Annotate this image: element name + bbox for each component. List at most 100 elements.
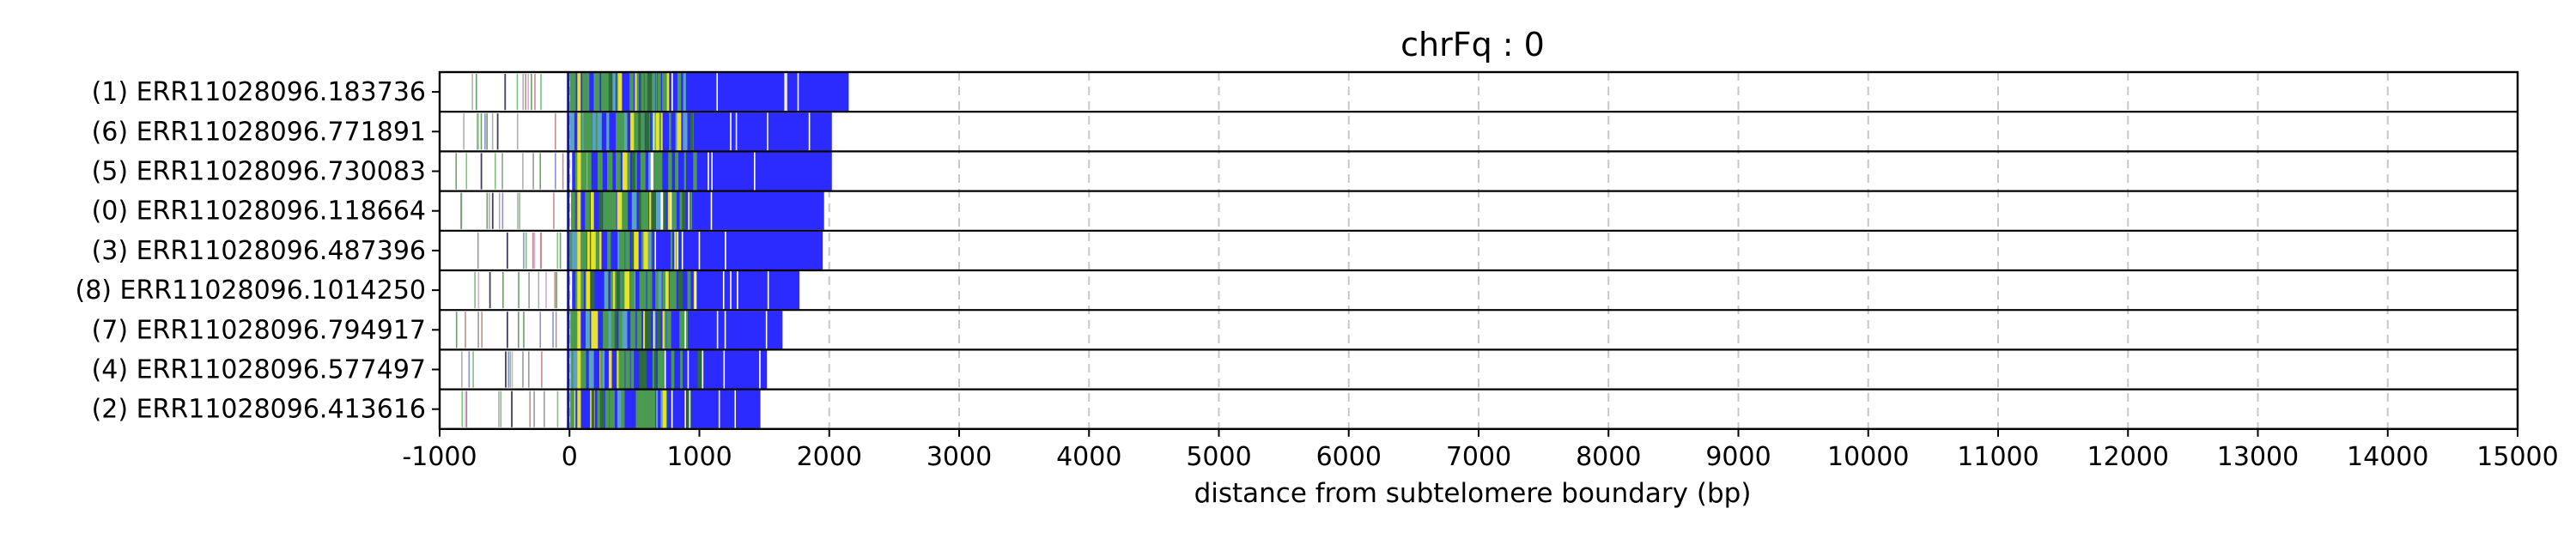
- read-gap-mark: [711, 152, 713, 191]
- read-transition-stripe: [639, 271, 645, 310]
- read-transition-stripe: [677, 271, 683, 310]
- read-transition-stripe: [580, 350, 584, 389]
- read-edge-mark: [567, 152, 570, 191]
- read-feature-mark: [525, 74, 526, 111]
- read-transition-stripe: [584, 271, 587, 310]
- read-transition-stripe: [580, 152, 585, 191]
- read-gap-mark: [677, 231, 678, 269]
- read-transition-stripe: [605, 390, 610, 428]
- read-feature-mark: [539, 312, 542, 348]
- read-feature-mark: [532, 232, 534, 269]
- read-transition-stripe: [670, 231, 673, 269]
- read-feature-mark: [541, 351, 543, 388]
- read-feature-mark: [522, 74, 525, 111]
- read-transition-stripe: [569, 73, 574, 112]
- read-transition-stripe: [642, 152, 645, 191]
- read-gap-mark: [661, 191, 664, 230]
- read-edge-mark: [577, 311, 581, 349]
- read-transition-stripe: [643, 231, 647, 269]
- read-label: (8) ERR11028096.1014250: [75, 276, 426, 306]
- read-transition-stripe: [570, 311, 575, 349]
- read-edge-mark: [577, 390, 581, 428]
- read-transition-stripe: [637, 390, 641, 428]
- read-transition-stripe: [636, 311, 641, 349]
- read-feature-mark: [528, 351, 530, 388]
- read-transition-stripe: [690, 191, 693, 230]
- read-transition-stripe: [622, 152, 628, 191]
- read-gap-mark: [767, 112, 769, 151]
- read-gap-mark: [653, 112, 655, 151]
- x-tick-label: 10000: [1827, 442, 1909, 472]
- read-transition-stripe: [651, 191, 656, 230]
- read-feature-mark: [523, 312, 525, 348]
- read-transition-stripe: [575, 191, 579, 230]
- read-transition-stripe: [628, 231, 630, 269]
- read-edge-mark: [567, 311, 570, 349]
- read-transition-stripe: [680, 350, 683, 389]
- read-gap-mark: [671, 73, 673, 112]
- read-transition-stripe: [679, 311, 683, 349]
- read-feature-mark: [552, 312, 554, 348]
- read-transition-stripe: [641, 112, 644, 151]
- read-gap-mark: [689, 390, 691, 428]
- read-feature-mark: [518, 272, 519, 309]
- read-gap-mark: [735, 112, 738, 151]
- read-transition-stripe: [690, 112, 693, 151]
- read-transition-stripe: [621, 390, 625, 428]
- read-transition-stripe: [607, 73, 612, 112]
- read-transition-stripe: [671, 350, 675, 389]
- read-transition-stripe: [579, 271, 584, 310]
- read-repeat-block: [572, 152, 832, 191]
- read-transition-stripe: [591, 231, 596, 269]
- read-transition-stripe: [655, 73, 658, 112]
- read-transition-stripe: [662, 73, 666, 112]
- read-feature-mark: [534, 74, 536, 111]
- read-feature-mark: [539, 153, 542, 190]
- read-feature-mark: [460, 192, 463, 229]
- read-transition-stripe: [655, 191, 661, 230]
- read-edge-mark: [577, 350, 581, 389]
- read-transition-stripe: [653, 152, 659, 191]
- read-feature-mark: [504, 74, 507, 111]
- read-feature-mark: [562, 153, 564, 190]
- read-transition-stripe: [569, 112, 574, 151]
- bars-layer: [455, 73, 849, 428]
- read-transition-stripe: [623, 350, 625, 389]
- read-gap-mark: [718, 390, 720, 428]
- read-transition-stripe: [619, 231, 623, 269]
- read-transition-stripe: [618, 112, 624, 151]
- read-transition-stripe: [596, 73, 600, 112]
- read-edge-mark: [577, 73, 581, 112]
- read-feature-mark: [465, 153, 468, 190]
- read-transition-stripe: [616, 112, 620, 151]
- read-transition-stripe: [629, 271, 631, 310]
- x-tick-label: 12000: [2087, 442, 2169, 472]
- read-transition-stripe: [671, 191, 677, 230]
- read-gap-mark: [716, 73, 719, 112]
- x-tick-label: 15000: [2476, 442, 2558, 472]
- read-feature-mark: [491, 192, 494, 229]
- read-transition-stripe: [674, 231, 677, 269]
- read-feature-mark: [486, 192, 489, 229]
- read-transition-stripe: [615, 271, 617, 310]
- read-transition-stripe: [666, 311, 671, 349]
- x-axis-label: distance from subtelomere boundary (bp): [1194, 478, 1752, 509]
- read-transition-stripe: [653, 350, 657, 389]
- read-feature-mark: [554, 272, 556, 309]
- x-tick-label: 2000: [797, 442, 862, 472]
- read-feature-mark: [545, 272, 547, 309]
- read-feature-mark: [480, 153, 483, 190]
- read-gap-mark: [716, 311, 719, 349]
- read-feature-mark: [455, 153, 458, 190]
- read-transition-stripe: [697, 350, 703, 389]
- read-transition-stripe: [661, 191, 666, 230]
- read-transition-stripe: [650, 231, 653, 269]
- read-transition-stripe: [598, 231, 602, 269]
- read-transition-stripe: [629, 73, 634, 112]
- read-feature-mark: [502, 272, 504, 309]
- read-transition-stripe: [605, 311, 608, 349]
- read-transition-stripe: [599, 390, 605, 428]
- read-transition-stripe: [647, 311, 652, 349]
- read-transition-stripe: [642, 311, 646, 349]
- read-feature-mark: [506, 232, 508, 269]
